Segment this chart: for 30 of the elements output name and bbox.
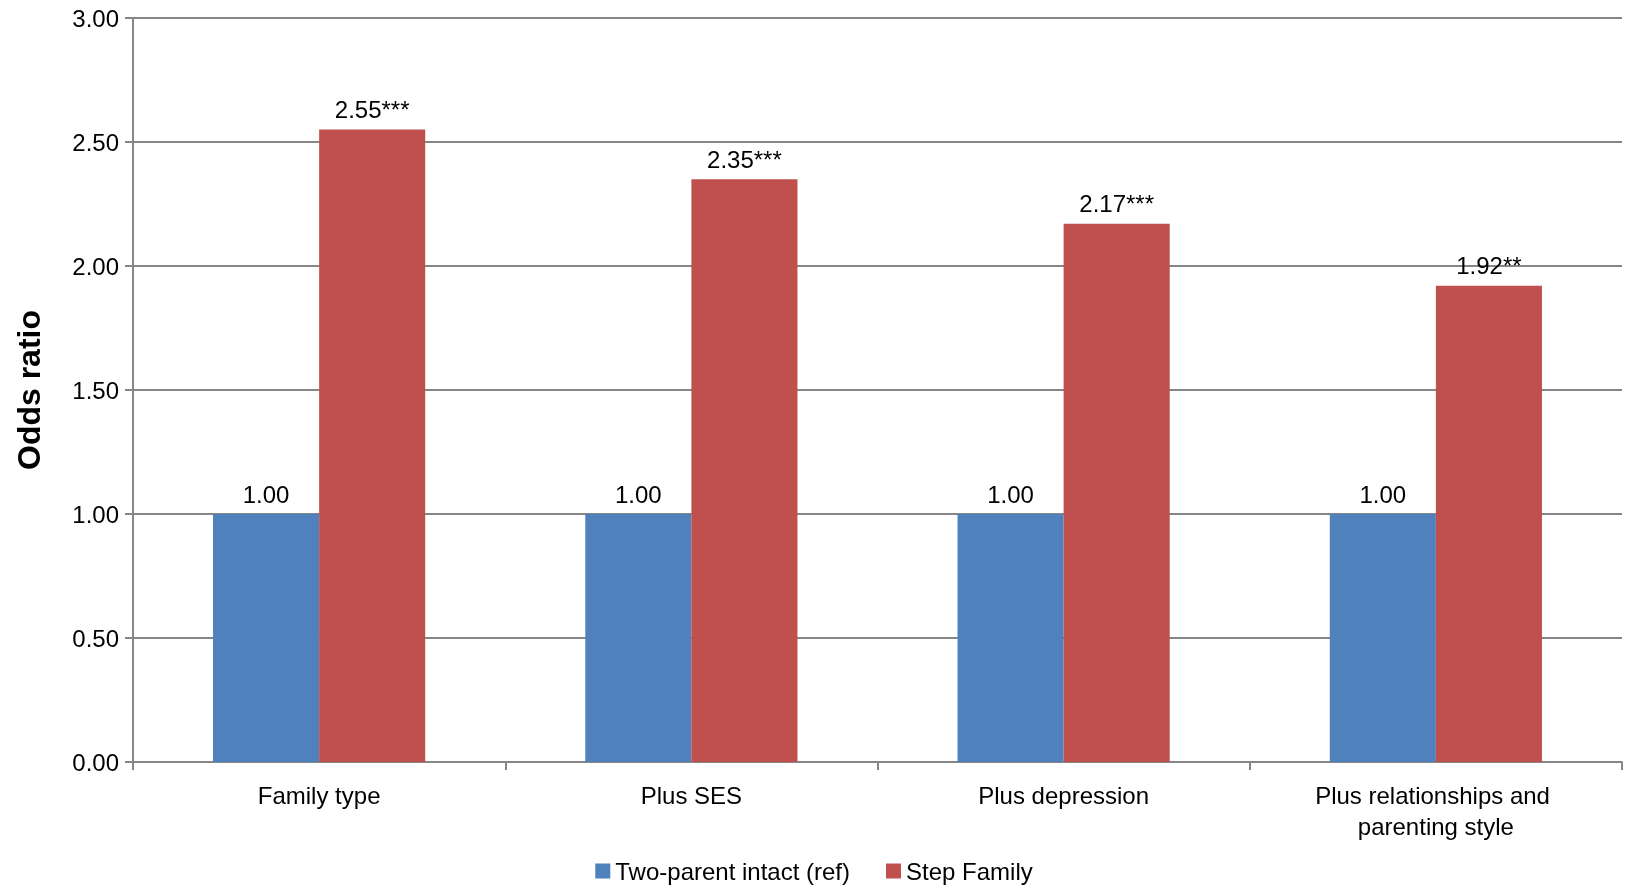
y-tick-label: 2.00 bbox=[72, 252, 119, 280]
data-label: 1.00 bbox=[1359, 480, 1407, 508]
x-tick-label: Family type bbox=[257, 782, 381, 809]
bar bbox=[213, 514, 320, 762]
x-tick-label: Plus relationships and parenting style bbox=[1315, 782, 1557, 840]
bar bbox=[957, 514, 1064, 762]
legend-label: Step Family bbox=[906, 857, 1033, 885]
data-label: 2.35*** bbox=[707, 145, 782, 173]
y-tick-label: 0.50 bbox=[72, 624, 119, 652]
bar bbox=[691, 179, 798, 762]
bar bbox=[1063, 223, 1170, 762]
bar bbox=[1329, 514, 1436, 762]
y-tick-label: 1.00 bbox=[72, 500, 119, 528]
y-tick-label: 3.00 bbox=[72, 4, 119, 32]
x-tick-label: Plus SES bbox=[640, 782, 743, 809]
data-label: 2.55*** bbox=[334, 96, 410, 124]
y-axis-title: Odds ratio bbox=[11, 309, 47, 471]
x-tick-label: Plus depression bbox=[978, 782, 1150, 809]
data-label: 1.00 bbox=[614, 480, 662, 508]
y-tick-label: 0.00 bbox=[72, 748, 119, 776]
y-tick-label: 1.50 bbox=[72, 376, 119, 404]
data-label: 2.17*** bbox=[1079, 190, 1155, 218]
bar bbox=[585, 514, 692, 762]
bar bbox=[1435, 285, 1542, 762]
data-label: 1.00 bbox=[987, 480, 1034, 508]
data-label: 1.00 bbox=[242, 480, 290, 508]
bar bbox=[319, 129, 426, 762]
data-label: 1.92** bbox=[1456, 252, 1522, 280]
legend-label: Two-parent intact (ref) bbox=[615, 857, 851, 885]
y-tick-label: 2.50 bbox=[72, 128, 119, 156]
